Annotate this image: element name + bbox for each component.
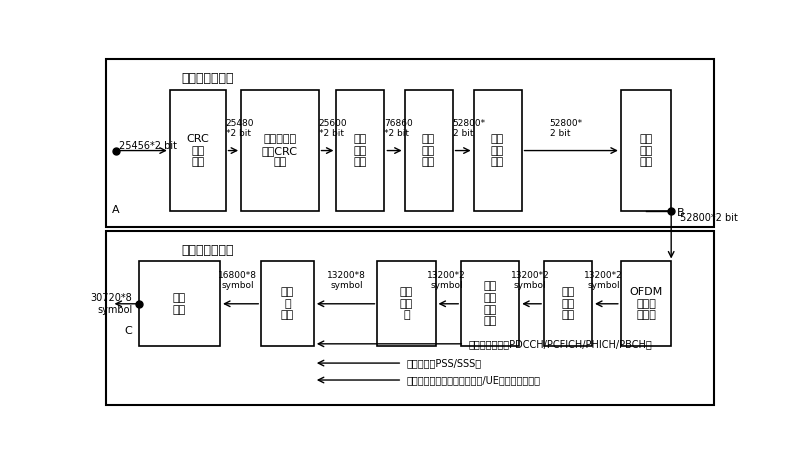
Text: 52800*2 bit: 52800*2 bit — [681, 213, 738, 223]
Bar — [170, 90, 226, 212]
Text: 下行参考信号（小区参考信号/UE专用参考信号）: 下行参考信号（小区参考信号/UE专用参考信号） — [406, 375, 540, 385]
Text: 13200*2
symbol: 13200*2 symbol — [584, 270, 623, 290]
Text: 25480
*2 bit: 25480 *2 bit — [226, 119, 254, 138]
Bar — [544, 262, 592, 346]
Text: 频域
波束
赋形
模块: 频域 波束 赋形 模块 — [483, 281, 497, 326]
Text: B: B — [678, 207, 685, 218]
Bar — [106, 230, 714, 405]
Text: OFDM
符号生
成模块: OFDM 符号生 成模块 — [630, 287, 662, 320]
Text: 预编
码模
块: 预编 码模 块 — [400, 287, 413, 320]
Text: 25456*2 bit: 25456*2 bit — [119, 141, 178, 151]
Bar — [621, 90, 671, 212]
Text: 13200*2
symbol: 13200*2 symbol — [510, 270, 550, 290]
Text: 52800*
2 bit: 52800* 2 bit — [550, 119, 582, 138]
Text: 码块
级联
模块: 码块 级联 模块 — [491, 134, 504, 167]
Bar — [241, 90, 318, 212]
Text: CRC
添加
模块: CRC 添加 模块 — [186, 134, 209, 167]
Text: 76860
*2 bit: 76860 *2 bit — [385, 119, 413, 138]
Text: 同步信号（PSS/SSS）: 同步信号（PSS/SSS） — [406, 358, 482, 368]
Text: 13200*2
symbol: 13200*2 symbol — [427, 270, 466, 290]
Text: 13200*8
symbol: 13200*8 symbol — [327, 270, 366, 290]
Text: 52800*
2 bit: 52800* 2 bit — [453, 119, 486, 138]
Bar — [461, 262, 519, 346]
Text: 16800*8
symbol: 16800*8 symbol — [218, 270, 258, 290]
Bar — [138, 262, 220, 346]
Text: 层映
射
模块: 层映 射 模块 — [281, 287, 294, 320]
Text: 30720*8
symbol: 30720*8 symbol — [91, 293, 133, 314]
Bar — [262, 262, 314, 346]
Text: 资源
映射
模块: 资源 映射 模块 — [562, 287, 574, 320]
Text: A: A — [112, 205, 119, 215]
Text: 比特级处理部分: 比特级处理部分 — [182, 72, 234, 85]
Text: 符号级处理部分: 符号级处理部分 — [182, 244, 234, 257]
Text: 速率
匹配
模块: 速率 匹配 模块 — [422, 134, 435, 167]
Bar — [405, 90, 453, 212]
Bar — [378, 262, 435, 346]
Bar — [336, 90, 385, 212]
Text: 调制
模块: 调制 模块 — [173, 293, 186, 314]
Text: 下行控制信道（PDCCH/PCFICH/PHICH/PBCH）: 下行控制信道（PDCCH/PCFICH/PHICH/PBCH） — [468, 339, 652, 349]
Bar — [621, 262, 671, 346]
Text: 码块分割并
添加CRC
模块: 码块分割并 添加CRC 模块 — [262, 134, 298, 167]
Text: 信道
编码
模块: 信道 编码 模块 — [354, 134, 367, 167]
Bar — [474, 90, 522, 212]
Text: C: C — [125, 326, 133, 336]
Bar — [106, 59, 714, 227]
Text: 比特
加扰
模块: 比特 加扰 模块 — [639, 134, 653, 167]
Text: 25600
*2 bit: 25600 *2 bit — [318, 119, 347, 138]
